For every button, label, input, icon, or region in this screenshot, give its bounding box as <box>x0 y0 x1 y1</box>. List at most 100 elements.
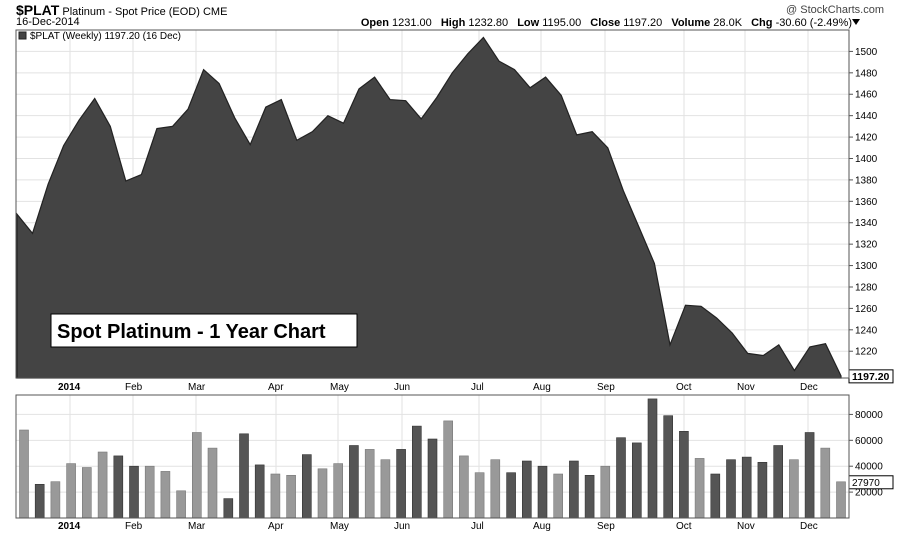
annotation-box <box>50 313 358 348</box>
volume-month-label: Jul <box>471 521 484 532</box>
volume-bar <box>176 490 186 519</box>
volume-bar <box>19 429 29 519</box>
volume-bar <box>553 473 564 519</box>
volume-bar <box>631 442 642 519</box>
volume-bar <box>584 474 595 519</box>
volume-bar <box>694 458 705 519</box>
volume-bar <box>192 432 202 519</box>
volume-bar <box>600 465 611 519</box>
volume-bar <box>427 438 438 519</box>
volume-month-label: Aug <box>533 521 551 532</box>
last-price-label: 1197.20 <box>852 371 890 383</box>
instrument-subtitle: - Spot Price (EOD) <box>108 6 200 18</box>
volume-month-label: Mar <box>188 521 206 532</box>
volume-bar <box>474 472 485 519</box>
volume-bar <box>820 447 831 519</box>
price-month-label: Mar <box>188 382 206 393</box>
price-month-label: Aug <box>533 382 551 393</box>
volume-bar <box>616 437 626 519</box>
price-tick-label: 1280 <box>855 282 878 293</box>
volume-tick-label: 60000 <box>855 436 883 447</box>
annotation-text: Spot Platinum - 1 Year Chart <box>57 321 326 343</box>
price-month-label: Apr <box>268 382 284 393</box>
chart-header: $PLAT Platinum - Spot Price (EOD) CME <box>16 2 227 18</box>
volume-bar <box>679 430 689 519</box>
volume-bar <box>113 455 124 519</box>
price-panel-border <box>15 29 850 379</box>
legend-swatch <box>18 31 27 40</box>
price-tick-label: 1420 <box>855 133 878 144</box>
volume-bar <box>789 459 799 519</box>
volume-tick-label: 80000 <box>855 410 883 421</box>
volume-month-label: Nov <box>737 521 755 532</box>
high-value: 1232.80 <box>468 17 509 29</box>
volume-bar <box>521 460 532 519</box>
volume-bar <box>443 420 454 519</box>
price-tick-label: 1220 <box>855 347 878 358</box>
volume-tick-label: 20000 <box>855 488 883 499</box>
volume-month-label: May <box>330 521 349 532</box>
volume-month-label: Apr <box>268 521 284 532</box>
volume-bar <box>710 473 721 519</box>
volume-bar <box>66 463 76 519</box>
high-label: High <box>440 17 466 29</box>
volume-month-label: Sep <box>597 521 615 532</box>
volume-bar <box>160 471 171 519</box>
volume-bar <box>286 474 296 519</box>
volume-bar <box>773 445 784 519</box>
volume-bar <box>741 456 752 519</box>
chg-label: Chg <box>751 17 773 29</box>
volume-bar <box>223 498 234 519</box>
price-tick-label: 1460 <box>855 90 878 101</box>
volume-bar <box>490 459 501 519</box>
volume-bar <box>301 454 312 519</box>
volume-bar <box>757 461 768 519</box>
price-month-label: Oct <box>676 382 692 393</box>
price-tick-label: 1260 <box>855 304 878 315</box>
volume-bar <box>506 472 516 519</box>
price-tick-label: 1320 <box>855 240 878 251</box>
price-month-label: Nov <box>737 382 755 393</box>
volume-bar <box>836 481 846 519</box>
volume-bar <box>459 455 469 519</box>
dropdown-caret-icon[interactable] <box>852 19 860 25</box>
volume-bar <box>34 483 45 519</box>
price-month-label: 2014 <box>58 382 81 393</box>
price-month-label: Dec <box>800 382 818 393</box>
price-month-label: Sep <box>597 382 615 393</box>
volume-bar <box>663 415 674 519</box>
close-label: Close <box>590 17 621 29</box>
volume-bar <box>254 464 265 519</box>
price-area-series <box>16 36 842 379</box>
price-tick-label: 1500 <box>855 47 878 58</box>
price-tick-label: 1360 <box>855 197 878 208</box>
price-tick-label: 1240 <box>855 325 878 336</box>
open-value: 1231.00 <box>392 17 432 29</box>
volume-bar <box>537 465 548 519</box>
volume-label: Volume <box>671 17 711 29</box>
volume-bar <box>411 425 422 519</box>
price-tick-label: 1480 <box>855 68 878 79</box>
instrument-name: Platinum <box>62 6 106 18</box>
volume-value: 28.0K <box>713 17 743 29</box>
price-month-label: Jul <box>471 382 484 393</box>
price-month-label: Feb <box>125 382 143 393</box>
volume-bar <box>129 465 139 519</box>
ohlc-readout: Open 1231.00 High 1232.80 Low 1195.00 Cl… <box>355 17 852 29</box>
volume-bar <box>82 467 92 519</box>
volume-bar <box>144 465 155 519</box>
volume-bar <box>317 468 328 519</box>
volume-bar <box>333 463 344 519</box>
price-tick-label: 1300 <box>855 261 878 272</box>
volume-bar <box>380 459 391 519</box>
price-legend-text: $PLAT (Weekly) 1197.20 (16 Dec) <box>30 31 181 42</box>
volume-bar <box>97 451 108 519</box>
price-tick-label: 1440 <box>855 111 878 122</box>
volume-panel-border <box>15 394 850 519</box>
volume-month-label: Jun <box>394 521 410 532</box>
last-volume-label: 27970 <box>852 478 880 489</box>
volume-bar <box>270 473 281 519</box>
volume-bar <box>50 481 61 519</box>
low-label: Low <box>517 17 540 29</box>
